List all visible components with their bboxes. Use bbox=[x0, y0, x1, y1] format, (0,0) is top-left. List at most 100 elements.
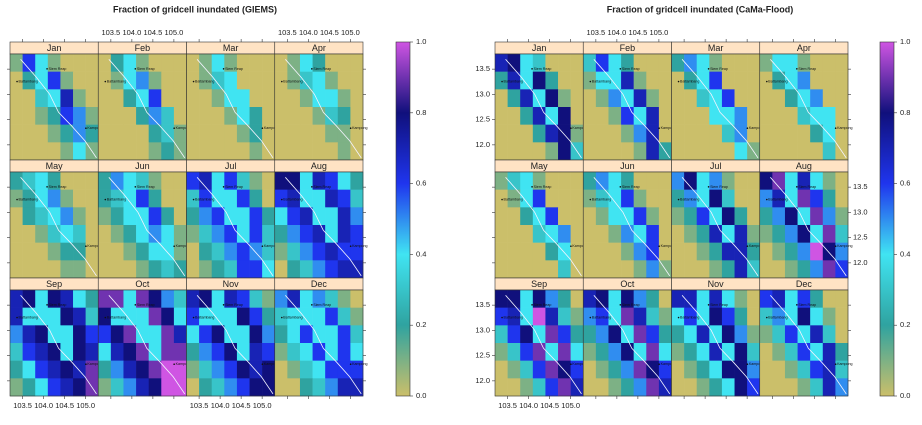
cell bbox=[312, 378, 326, 397]
y-tick-label: 13.0 bbox=[475, 89, 490, 98]
place-label: Battambang bbox=[768, 316, 787, 320]
cell bbox=[60, 343, 74, 361]
cell bbox=[85, 107, 99, 125]
cell bbox=[287, 343, 301, 361]
panel-label: Apr bbox=[797, 43, 811, 53]
cell bbox=[583, 360, 597, 379]
cell bbox=[274, 360, 288, 379]
panel: Apr Siem Reap Battambang Kampong bbox=[274, 41, 368, 161]
x-tick-label: 103.5 bbox=[586, 28, 605, 37]
cell bbox=[797, 124, 811, 143]
cell bbox=[22, 54, 36, 72]
cell bbox=[646, 54, 660, 72]
cell bbox=[299, 189, 313, 208]
cell bbox=[10, 225, 23, 243]
place-label: Battambang bbox=[768, 80, 787, 84]
cell bbox=[759, 207, 773, 226]
cell bbox=[199, 378, 213, 397]
x-tick-label: 104.0 bbox=[607, 28, 626, 37]
cell bbox=[60, 290, 74, 308]
cell bbox=[507, 290, 521, 308]
panel-label: Nov bbox=[708, 279, 725, 289]
cell bbox=[709, 54, 723, 72]
cell bbox=[148, 189, 162, 208]
panel: Mar Siem Reap Battambang Kampong bbox=[671, 41, 764, 161]
cell bbox=[325, 71, 339, 90]
cell bbox=[671, 142, 685, 161]
cell bbox=[570, 307, 584, 326]
cell bbox=[759, 71, 773, 90]
cell bbox=[161, 107, 175, 125]
cell bbox=[621, 225, 634, 243]
cell bbox=[224, 260, 238, 279]
cell bbox=[186, 325, 200, 344]
cell bbox=[696, 207, 710, 226]
cell bbox=[608, 242, 622, 261]
cell bbox=[621, 260, 634, 279]
cell bbox=[709, 260, 723, 279]
cell bbox=[249, 54, 263, 72]
cell bbox=[532, 189, 546, 208]
cell bbox=[532, 325, 546, 344]
cell bbox=[520, 325, 534, 344]
cell bbox=[161, 307, 175, 326]
panel-label: Dec bbox=[311, 279, 328, 289]
cell bbox=[633, 71, 647, 90]
cell bbox=[583, 307, 597, 326]
colorbar-tick-label: 0.8 bbox=[416, 108, 426, 117]
cell bbox=[507, 142, 521, 161]
cell bbox=[784, 54, 798, 72]
cell bbox=[262, 172, 276, 190]
cell bbox=[835, 325, 849, 344]
cell bbox=[495, 124, 508, 143]
place-dot bbox=[570, 245, 572, 247]
cell bbox=[136, 142, 149, 161]
cell bbox=[186, 54, 200, 72]
cell bbox=[262, 242, 276, 261]
panel: Feb Siem Reap Battambang Kampong bbox=[582, 41, 676, 161]
cell bbox=[211, 172, 225, 190]
cell bbox=[784, 71, 798, 90]
cell bbox=[507, 207, 521, 226]
cell bbox=[10, 172, 23, 190]
cell bbox=[136, 290, 149, 308]
cell bbox=[671, 260, 685, 279]
cell bbox=[110, 290, 124, 308]
cell bbox=[759, 124, 773, 143]
cell bbox=[123, 189, 137, 208]
cell bbox=[73, 71, 86, 90]
river bbox=[20, 177, 97, 277]
cell bbox=[161, 172, 175, 190]
cell bbox=[123, 54, 137, 72]
cell bbox=[199, 360, 213, 379]
cell bbox=[709, 71, 723, 90]
cell bbox=[274, 71, 288, 90]
cell bbox=[532, 378, 546, 397]
cell bbox=[747, 307, 761, 326]
cell bbox=[835, 107, 849, 125]
colorbar bbox=[879, 41, 895, 397]
cell bbox=[287, 207, 301, 226]
cell bbox=[646, 307, 660, 326]
place-dot bbox=[570, 363, 572, 366]
cell bbox=[299, 343, 313, 361]
panel: May Siem Reap Battambang Kampong bbox=[9, 159, 103, 279]
place-dot bbox=[501, 198, 503, 201]
cell bbox=[709, 325, 723, 344]
cell bbox=[22, 207, 36, 226]
cell bbox=[10, 54, 23, 72]
place-dot bbox=[589, 198, 592, 201]
place-dot bbox=[16, 198, 18, 201]
cell bbox=[60, 207, 74, 226]
place-dot bbox=[16, 316, 18, 319]
cell bbox=[110, 378, 124, 397]
y-tick-label: 13.5 bbox=[475, 64, 490, 73]
cell bbox=[10, 360, 23, 379]
panel-label: Oct bbox=[135, 279, 150, 289]
cell bbox=[161, 225, 175, 243]
cell bbox=[299, 54, 313, 72]
colorbar-tick-label: 0.0 bbox=[900, 391, 910, 400]
place-label: Kampong bbox=[264, 362, 279, 366]
cell bbox=[274, 89, 288, 108]
cell bbox=[199, 189, 213, 208]
